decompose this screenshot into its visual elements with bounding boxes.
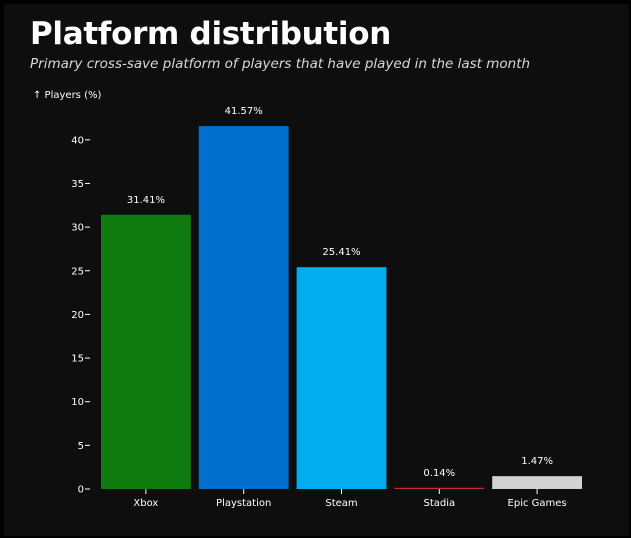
data-label: 1.47% [521,456,553,467]
x-axis: Xbox Playstation Steam Stadia Epic Games [133,489,567,509]
y-tick-label: 40 [71,135,84,146]
data-label: 25.41% [322,247,360,258]
x-tick-label: Playstation [216,498,271,509]
y-tick-label: 5 [78,441,84,452]
y-axis-label: ↑ Players (%) [33,90,101,101]
y-axis: 0 5 10 15 20 25 30 35 40 [71,135,90,496]
y-tick-label: 25 [71,266,84,277]
y-tick-label: 35 [71,179,84,190]
y-tick-label: 20 [71,310,84,321]
y-tick-label: 30 [71,223,84,234]
bar-xbox [101,214,191,489]
y-tick-label: 10 [71,397,84,408]
data-label: 41.57% [225,106,263,117]
bar-epic-games [492,476,582,489]
y-tick-label: 0 [78,485,84,496]
bar-playstation [198,126,289,489]
bar-stadia [394,487,485,489]
data-label: 0.14% [423,468,455,479]
chart-title: Platform distribution [30,16,392,52]
data-label: 31.41% [127,195,165,206]
x-tick-label: Xbox [133,498,158,509]
bars: 31.41% 41.57% 25.41% 0.14% 1.47% [101,106,582,489]
y-tick-label: 15 [71,354,84,365]
x-tick-label: Steam [325,498,357,509]
bar-steam [296,267,387,489]
chart-subtitle: Primary cross-save platform of players t… [30,56,531,72]
x-tick-label: Epic Games [508,498,567,509]
x-tick-label: Stadia [423,498,455,509]
